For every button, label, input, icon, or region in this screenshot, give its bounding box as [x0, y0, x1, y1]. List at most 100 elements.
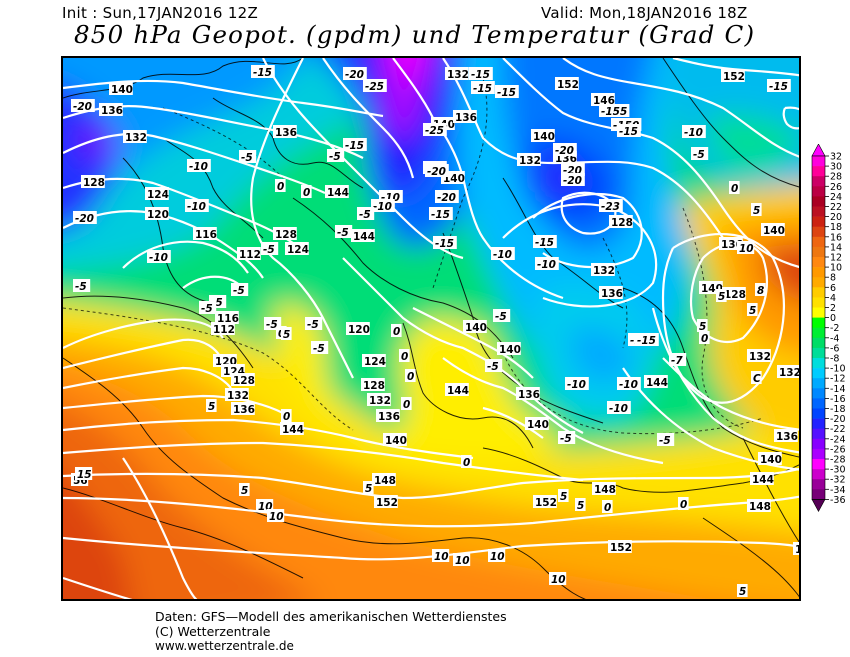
- geopotential-label: 132: [367, 393, 391, 407]
- svg-text:-5: -5: [233, 285, 245, 297]
- svg-text:10: 10: [455, 555, 470, 567]
- temperature-label: -10: [187, 159, 211, 173]
- legend-color-band: [812, 439, 825, 449]
- temperature-label: -5: [264, 317, 281, 331]
- temperature-label: 0: [399, 349, 410, 363]
- temperature-label: -5: [335, 225, 352, 239]
- geopotential-label: 152: [533, 495, 557, 509]
- svg-text:-25: -25: [365, 81, 384, 93]
- svg-text:8: 8: [757, 285, 764, 297]
- legend-color-band: [812, 449, 825, 459]
- geopotential-label: 140: [525, 417, 549, 431]
- temperature-label: 10: [267, 509, 284, 523]
- legend-color-band: [812, 469, 825, 479]
- svg-text:-15: -15: [253, 67, 272, 79]
- temperature-label: -15: [635, 333, 659, 347]
- legend-color-band: [812, 297, 825, 307]
- temperature-label: 0: [602, 500, 613, 514]
- geopotential-label: 132: [123, 130, 147, 144]
- legend-color-band: [812, 176, 825, 186]
- svg-text:124: 124: [287, 244, 309, 256]
- svg-text:-5: -5: [313, 343, 325, 355]
- legend-min-arrow-icon: [812, 499, 825, 511]
- geopotential-label: 128: [273, 227, 297, 241]
- temperature-label: -10: [147, 250, 171, 264]
- legend-color-band: [812, 277, 825, 287]
- geopotential-label: 140: [761, 223, 785, 237]
- geopotential-label: 152: [608, 540, 632, 554]
- legend-color-band: [812, 287, 825, 297]
- temperature-label: 0: [301, 185, 312, 199]
- svg-text:120: 120: [348, 324, 370, 336]
- svg-text:-10: -10: [684, 127, 703, 139]
- legend-color-band: [812, 348, 825, 358]
- temperature-label: 5: [206, 399, 217, 413]
- svg-text:140: 140: [533, 131, 555, 143]
- legend-color-band: [812, 166, 825, 176]
- svg-text:132: 132: [593, 265, 615, 277]
- temperature-label: -25: [363, 79, 387, 93]
- svg-text:152: 152: [795, 544, 801, 556]
- temperature-label: -20: [71, 99, 95, 113]
- legend-color-band: [812, 217, 825, 227]
- copyright-note: (C) Wetterzentrale: [155, 624, 507, 639]
- svg-text:-7: -7: [671, 355, 683, 367]
- svg-text:152: 152: [723, 71, 745, 83]
- temperature-label: -20: [425, 164, 449, 178]
- geopotential-label: 136: [774, 429, 798, 443]
- svg-text:10: 10: [551, 574, 566, 586]
- geopotential-label: 144: [280, 422, 304, 436]
- temperature-label: -5: [657, 433, 674, 447]
- temperature-label: -15: [469, 67, 493, 81]
- svg-text:140: 140: [763, 225, 785, 237]
- svg-text:-15: -15: [497, 87, 516, 99]
- svg-text:0: 0: [283, 411, 290, 423]
- svg-text:10: 10: [434, 551, 449, 563]
- temperature-label: -20: [435, 190, 459, 204]
- temperature-label: 0: [729, 181, 740, 195]
- legend-color-band: [812, 308, 825, 318]
- temperature-label: 0: [391, 324, 402, 338]
- temperature-label: -7: [669, 353, 686, 367]
- geopotential-label: 144: [445, 383, 469, 397]
- geopotential-label: 112: [237, 247, 261, 261]
- temperature-label: 5: [575, 498, 586, 512]
- svg-text:-5: -5: [263, 244, 275, 256]
- svg-text:-5: -5: [359, 209, 371, 221]
- svg-text:0: 0: [401, 351, 408, 363]
- geopotential-label: 152: [555, 77, 579, 91]
- svg-text:10: 10: [739, 243, 754, 255]
- temperature-label: -155: [599, 104, 629, 118]
- svg-text:-10: -10: [609, 403, 628, 415]
- website-link[interactable]: www.wetterzentrale.de: [155, 639, 507, 654]
- svg-text:-10: -10: [149, 252, 168, 264]
- svg-text:-5: -5: [560, 433, 572, 445]
- svg-text:-15: -15: [769, 81, 788, 93]
- temperature-label: 5: [716, 289, 727, 303]
- svg-text:136: 136: [518, 389, 540, 401]
- svg-text:5: 5: [739, 586, 746, 598]
- svg-text:15: 15: [77, 469, 92, 481]
- svg-text:140: 140: [499, 344, 521, 356]
- temperature-label: -5: [231, 283, 248, 297]
- geopotential-label: 132: [591, 263, 615, 277]
- svg-text:132: 132: [125, 132, 147, 144]
- svg-text:0: 0: [303, 187, 310, 199]
- temperature-label: 5: [239, 483, 250, 497]
- geopotential-label: 136: [231, 402, 255, 416]
- temperature-label: 15: [75, 467, 92, 481]
- temperature-label: -5: [558, 431, 575, 445]
- temperature-label: -5: [485, 359, 502, 373]
- temperature-label: -15: [471, 81, 495, 95]
- svg-text:148: 148: [594, 484, 616, 496]
- svg-text:-10: -10: [619, 379, 638, 391]
- svg-text:140: 140: [385, 435, 407, 447]
- svg-text:128: 128: [363, 380, 385, 392]
- geopotential-label: 140: [463, 320, 487, 334]
- geopotential-label: 140: [531, 129, 555, 143]
- svg-text:-15: -15: [619, 126, 638, 138]
- svg-text:152: 152: [535, 497, 557, 509]
- legend-color-band: [812, 358, 825, 368]
- svg-text:-15: -15: [637, 335, 656, 347]
- footer: Daten: GFS—Modell des amerikanischen Wet…: [155, 609, 507, 654]
